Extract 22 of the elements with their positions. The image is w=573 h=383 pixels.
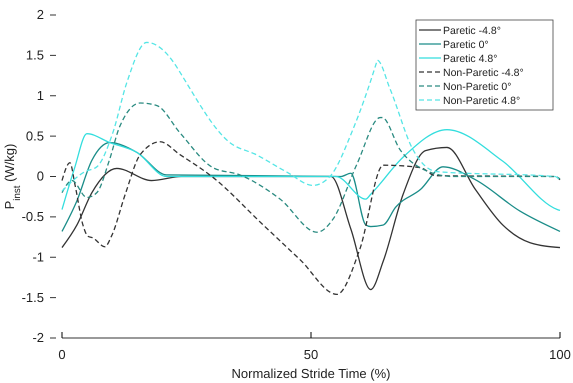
line-series [61,142,561,232]
legend-label: Non-Paretic -4.8° [443,67,524,79]
line-series [61,42,561,192]
y-tick-label: 1 [36,88,44,103]
y-tick-label: -0.5 [22,209,44,224]
y-tick-label: -1.5 [22,290,44,305]
x-tick-label: 100 [549,347,571,362]
line-series [61,129,561,212]
y-tick-label: 0.5 [26,128,44,144]
y-tick-label: 2 [36,7,44,22]
legend-label: Non-Paretic 0° [443,81,512,93]
y-tick-label: 1.5 [26,48,44,63]
legend-label: Paretic 0° [443,39,489,51]
legend-label: Non-Paretic 4.8° [443,95,520,107]
x-tick-label: 50 [304,347,318,362]
x-axis-title: Normalized Stride Time (%) [232,366,390,381]
legend-label: Paretic -4.8° [443,25,501,37]
y-tick-label: 0 [36,168,44,184]
x-tick-label: 0 [58,347,66,362]
y-tick-label: -2 [32,330,44,346]
legend-label: Paretic 4.8° [443,53,498,65]
y-tick-label: -1 [32,249,44,264]
